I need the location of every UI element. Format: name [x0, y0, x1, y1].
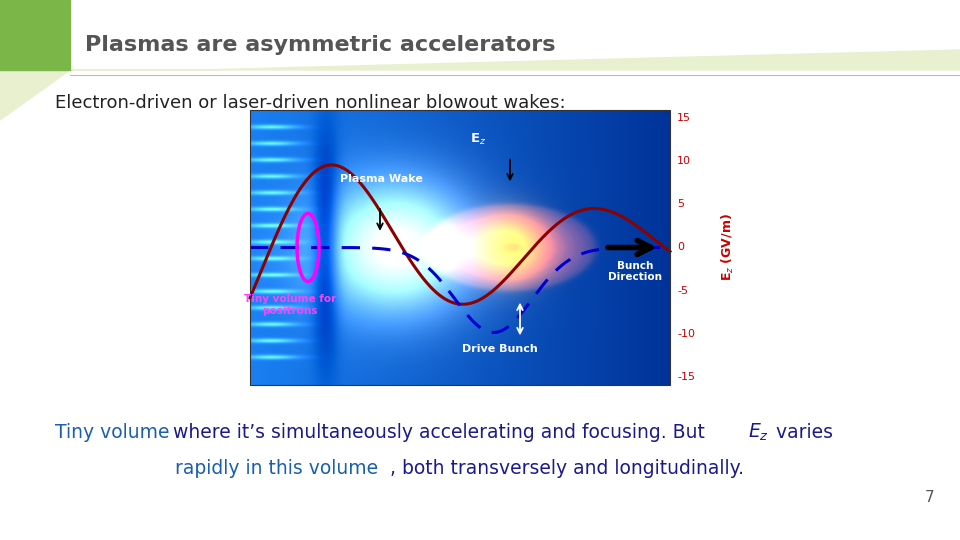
Text: Plasmas are asymmetric accelerators: Plasmas are asymmetric accelerators [85, 35, 556, 55]
Text: Drive Bunch: Drive Bunch [462, 344, 538, 354]
Text: 15: 15 [677, 113, 691, 123]
Text: , both transversely and longitudinally.: , both transversely and longitudinally. [390, 458, 744, 477]
Bar [250, 110, 670, 385]
Bar [0, 0, 70, 70]
Text: 0: 0 [677, 242, 684, 253]
Text: Plasma Wake: Plasma Wake [340, 173, 422, 184]
Text: Tiny volume: Tiny volume [55, 422, 170, 442]
Text: 7: 7 [925, 490, 935, 505]
Text: 10: 10 [677, 157, 691, 166]
Text: where it’s simultaneously accelerating and focusing. But: where it’s simultaneously accelerating a… [167, 422, 710, 442]
Text: Electron-driven or laser-driven nonlinear blowout wakes:: Electron-driven or laser-driven nonlinea… [55, 94, 565, 112]
Text: Tiny volume for
positrons: Tiny volume for positrons [244, 294, 336, 315]
Text: $E_z$: $E_z$ [748, 421, 769, 443]
Text: Bunch
Direction: Bunch Direction [608, 261, 662, 282]
Text: -15: -15 [677, 372, 695, 382]
Text: 5: 5 [677, 199, 684, 210]
Text: -10: -10 [677, 329, 695, 339]
Text: varies: varies [770, 422, 833, 442]
Text: rapidly in this volume: rapidly in this volume [175, 458, 378, 477]
Text: E$_z$: E$_z$ [469, 132, 486, 147]
Text: -5: -5 [677, 286, 688, 295]
Polygon shape [0, 50, 960, 120]
Text: E$_z$ (GV/m): E$_z$ (GV/m) [720, 213, 736, 281]
